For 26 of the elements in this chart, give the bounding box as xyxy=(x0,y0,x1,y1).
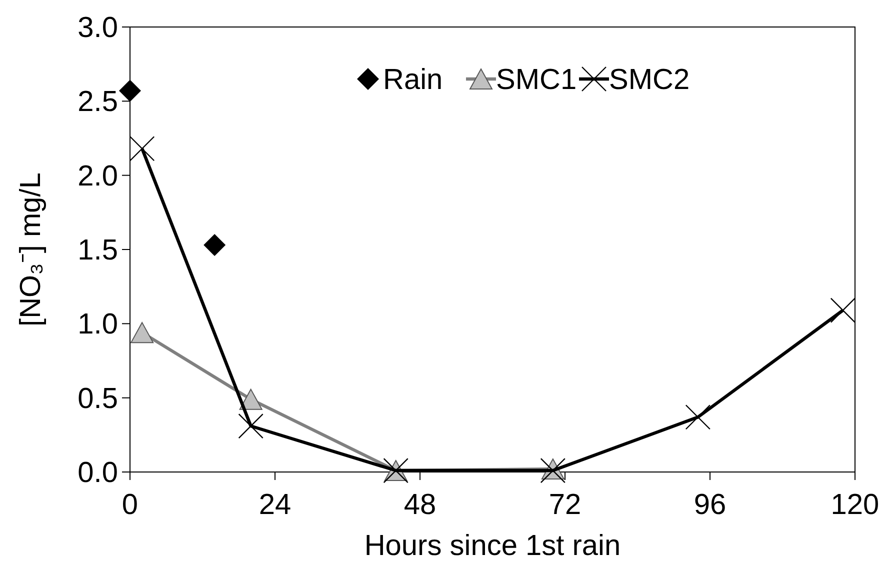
point xyxy=(129,136,155,162)
x-axis-title: Hours since 1st rain xyxy=(364,530,621,562)
x-tick-label: 48 xyxy=(404,489,436,521)
point xyxy=(830,298,856,323)
point xyxy=(238,413,264,439)
legend-label: SMC2 xyxy=(609,64,690,96)
y-tick-label: 0.5 xyxy=(78,382,118,415)
legend-label: Rain xyxy=(383,64,443,96)
x-tick-label: 120 xyxy=(830,489,880,521)
point xyxy=(204,234,226,256)
legend-label: SMC1 xyxy=(496,64,577,96)
x-tick-label: 72 xyxy=(548,489,582,521)
point xyxy=(130,322,154,344)
point xyxy=(685,404,711,430)
y-tick-label: 2.0 xyxy=(78,160,118,192)
y-axis-title: [NO₃⁻] mg/L xyxy=(15,172,47,326)
y-tick-label: 1.5 xyxy=(78,234,118,266)
y-tick-label: 2.5 xyxy=(78,86,118,118)
x-tick-label: 24 xyxy=(258,489,292,521)
y-tick-label: 3.0 xyxy=(78,12,118,44)
point xyxy=(119,80,141,102)
x-tick-label: 96 xyxy=(694,489,726,521)
y-tick-label: 0.0 xyxy=(78,457,118,489)
x-tick-label: 0 xyxy=(122,489,138,521)
point xyxy=(239,388,262,410)
y-tick-label: 1.0 xyxy=(78,308,118,341)
